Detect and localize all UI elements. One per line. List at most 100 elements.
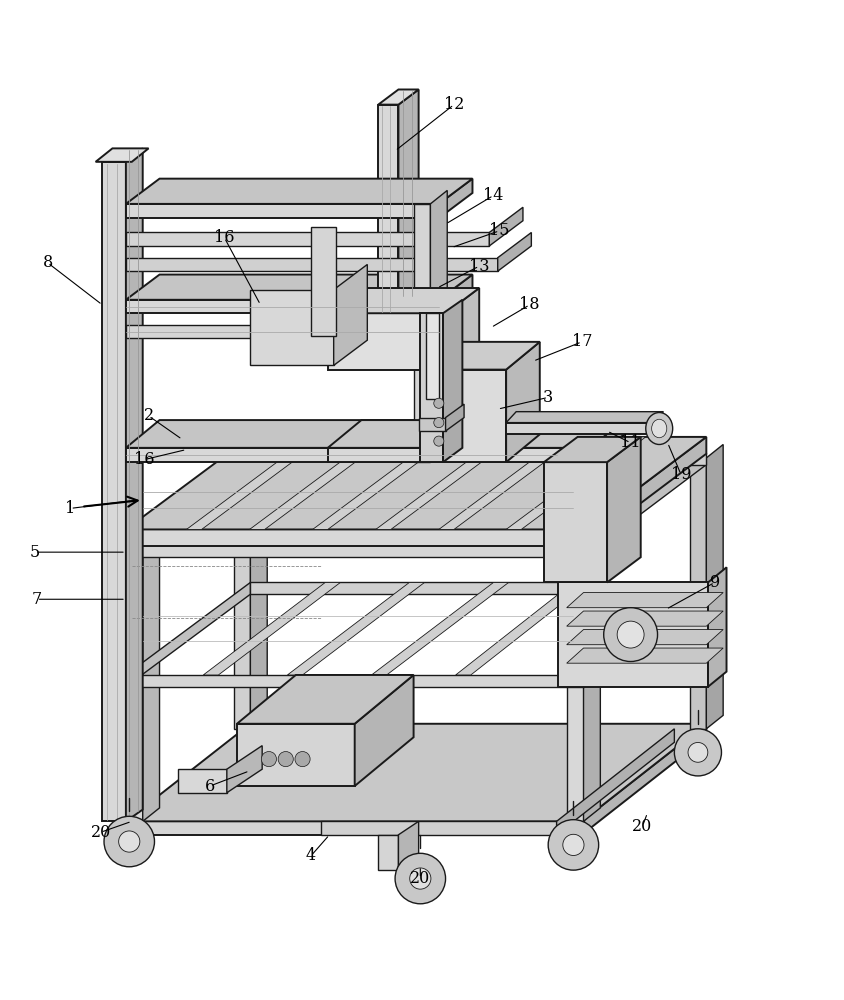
Polygon shape [414, 313, 430, 462]
Polygon shape [446, 404, 464, 431]
Polygon shape [420, 313, 443, 462]
Polygon shape [126, 529, 583, 546]
Text: 5: 5 [30, 544, 41, 561]
Polygon shape [251, 444, 268, 729]
Polygon shape [566, 611, 723, 626]
Polygon shape [490, 207, 523, 246]
Circle shape [262, 752, 277, 767]
Polygon shape [583, 532, 603, 557]
Polygon shape [583, 537, 600, 821]
Text: 16: 16 [134, 451, 154, 468]
Text: 2: 2 [143, 407, 154, 424]
Text: 12: 12 [444, 96, 464, 113]
Text: 11: 11 [620, 434, 641, 451]
Polygon shape [126, 675, 583, 687]
Polygon shape [126, 148, 143, 821]
Circle shape [409, 868, 431, 889]
Polygon shape [250, 437, 389, 529]
Polygon shape [95, 148, 149, 162]
Polygon shape [102, 162, 126, 821]
Polygon shape [556, 420, 590, 462]
Polygon shape [126, 420, 590, 448]
Ellipse shape [646, 413, 673, 444]
Text: 15: 15 [490, 222, 510, 239]
Circle shape [674, 729, 722, 776]
Polygon shape [143, 537, 160, 821]
Polygon shape [237, 724, 354, 786]
Polygon shape [583, 582, 706, 687]
Polygon shape [126, 545, 583, 557]
Polygon shape [398, 821, 419, 870]
Text: 8: 8 [42, 254, 53, 271]
Polygon shape [321, 821, 556, 835]
Polygon shape [583, 453, 706, 557]
Polygon shape [422, 342, 540, 370]
Circle shape [295, 752, 310, 767]
Polygon shape [498, 232, 532, 271]
Circle shape [688, 742, 708, 762]
Polygon shape [446, 288, 479, 370]
Polygon shape [566, 593, 723, 608]
Text: 7: 7 [31, 591, 42, 608]
Circle shape [434, 418, 444, 428]
Polygon shape [311, 227, 336, 336]
Polygon shape [439, 300, 473, 338]
Polygon shape [250, 290, 333, 365]
Circle shape [395, 853, 446, 904]
Text: 3: 3 [543, 389, 554, 406]
Polygon shape [288, 582, 425, 675]
Polygon shape [419, 418, 446, 431]
Circle shape [563, 834, 584, 856]
Polygon shape [583, 437, 706, 546]
Text: 20: 20 [632, 818, 652, 835]
Polygon shape [590, 420, 624, 462]
Polygon shape [126, 724, 706, 821]
Polygon shape [556, 729, 674, 835]
Polygon shape [439, 179, 473, 218]
Text: 13: 13 [469, 258, 490, 275]
Text: 1: 1 [65, 500, 75, 517]
Polygon shape [312, 437, 452, 529]
Polygon shape [607, 437, 641, 582]
Polygon shape [203, 582, 340, 675]
Polygon shape [430, 190, 447, 313]
Polygon shape [439, 437, 578, 529]
Polygon shape [327, 420, 624, 448]
Polygon shape [378, 835, 398, 870]
Polygon shape [426, 313, 439, 399]
Polygon shape [422, 370, 506, 462]
Polygon shape [126, 232, 490, 246]
Text: 6: 6 [205, 778, 215, 795]
Polygon shape [708, 567, 727, 687]
Text: 14: 14 [484, 187, 504, 204]
Circle shape [603, 608, 657, 662]
Polygon shape [456, 582, 588, 675]
Polygon shape [443, 300, 463, 462]
Polygon shape [506, 437, 646, 529]
Polygon shape [439, 275, 473, 313]
Text: 4: 4 [306, 847, 316, 864]
Text: 19: 19 [671, 466, 691, 483]
Polygon shape [544, 437, 641, 462]
Circle shape [434, 436, 444, 446]
Polygon shape [227, 746, 262, 793]
Polygon shape [378, 89, 419, 105]
Polygon shape [582, 724, 706, 835]
Ellipse shape [652, 419, 667, 438]
Polygon shape [566, 648, 723, 663]
Polygon shape [126, 448, 556, 462]
Circle shape [279, 752, 294, 767]
Text: 17: 17 [571, 333, 592, 350]
Polygon shape [378, 105, 398, 313]
Polygon shape [237, 675, 414, 724]
Polygon shape [126, 550, 143, 821]
Polygon shape [126, 275, 473, 300]
Text: 9: 9 [710, 574, 720, 591]
Text: 18: 18 [519, 296, 540, 313]
Text: 20: 20 [410, 870, 430, 887]
Polygon shape [583, 662, 603, 687]
Polygon shape [398, 89, 419, 313]
Polygon shape [371, 582, 509, 675]
Polygon shape [327, 288, 479, 313]
Polygon shape [187, 437, 326, 529]
